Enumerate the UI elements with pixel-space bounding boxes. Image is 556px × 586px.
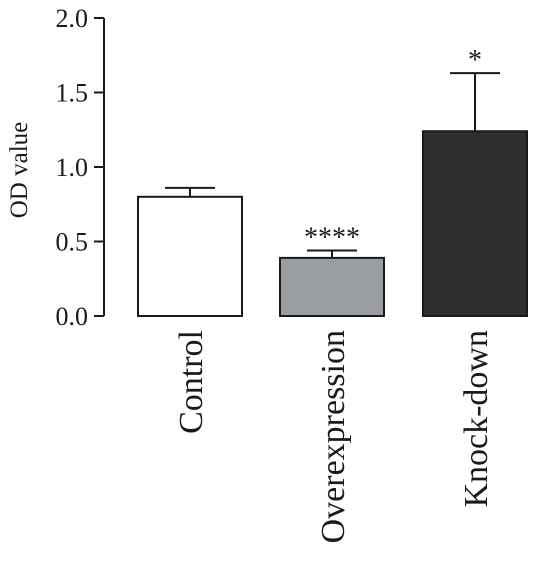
y-tick-label: 2.0 — [56, 4, 89, 33]
y-tick-label: 0.0 — [56, 302, 89, 331]
x-tick-label: Control — [173, 330, 210, 434]
significance-label: **** — [304, 222, 360, 253]
x-tick-label: Knock-down — [458, 330, 495, 508]
y-tick-label: 1.0 — [56, 153, 89, 182]
significance-label: * — [468, 45, 482, 76]
y-axis: 0.0 0.5 1.0 1.5 2.0 — [56, 4, 105, 331]
bar-overexpression — [279, 256, 385, 318]
y-axis-title: OD value — [6, 122, 33, 219]
bar-knock-down — [422, 130, 528, 317]
bar-control — [137, 195, 243, 317]
y-tick-label: 0.5 — [56, 228, 89, 257]
x-axis-labels: Control Overexpression Knock-down — [173, 330, 495, 543]
bars: ***** — [137, 45, 528, 318]
x-tick-label: Overexpression — [315, 330, 352, 543]
y-tick-label: 1.5 — [56, 79, 89, 108]
